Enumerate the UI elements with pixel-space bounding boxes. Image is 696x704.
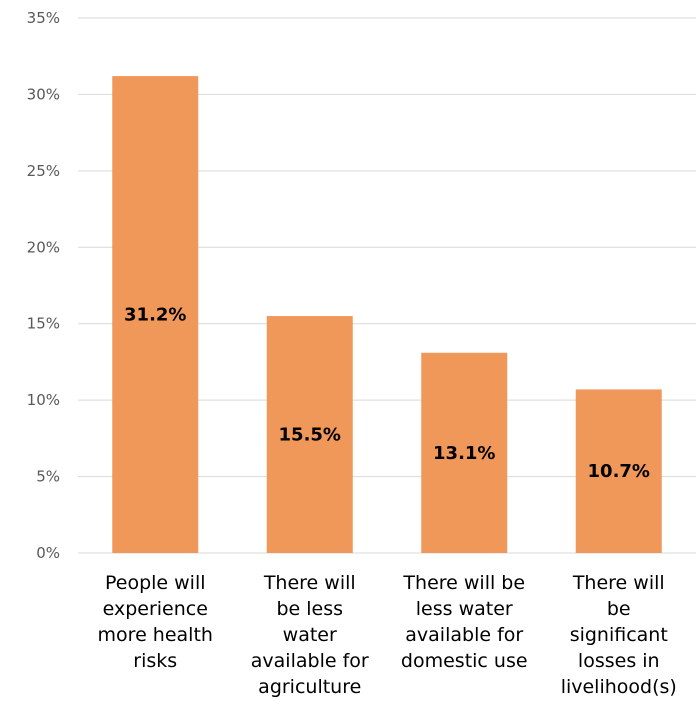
bar <box>421 352 508 553</box>
bar <box>266 316 353 553</box>
y-tick-label: 10% <box>27 391 60 409</box>
category-label: There will be less water available for dome… <box>401 572 528 672</box>
data-label: 13.1% <box>433 443 495 464</box>
category-labels: People will experience more health risks The… <box>98 572 677 698</box>
y-tick-label: 15% <box>27 315 60 333</box>
y-tick-label: 35% <box>27 9 60 27</box>
y-tick-label: 20% <box>27 238 60 256</box>
y-tick-label: 5% <box>36 468 60 486</box>
category-label: There will be less water available for agric… <box>251 572 369 698</box>
category-label: There will be significant losses in liveliho… <box>561 572 677 698</box>
y-tick-label: 30% <box>27 85 60 103</box>
category-label: People will experience more health risks <box>98 572 213 672</box>
bars <box>112 76 662 553</box>
bar <box>112 76 199 553</box>
y-tick-label: 25% <box>27 162 60 180</box>
data-label: 10.7% <box>588 461 650 482</box>
bar <box>575 389 662 553</box>
y-tick-label: 0% <box>36 544 60 562</box>
data-label: 15.5% <box>279 425 341 446</box>
data-labels: 31.2% 15.5% 13.1% 10.7% <box>124 305 650 483</box>
data-label: 31.2% <box>124 305 186 326</box>
y-axis-ticks: 0% 5% 10% 15% 20% 25% 30% 35% <box>27 9 60 562</box>
